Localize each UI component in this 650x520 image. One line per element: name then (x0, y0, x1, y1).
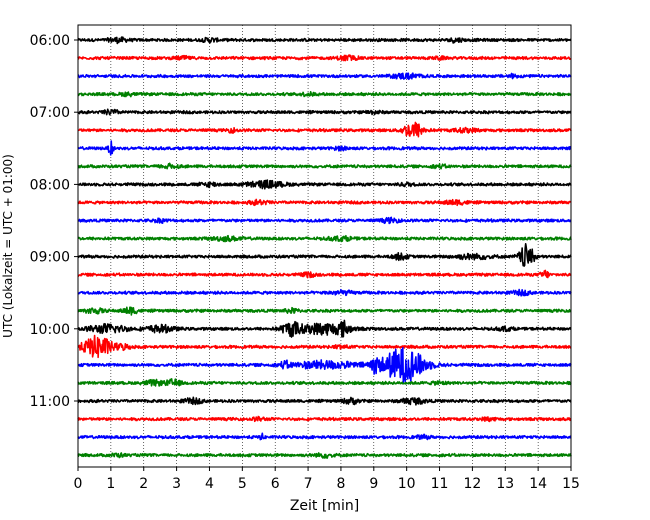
trace-11:30 (77, 432, 572, 441)
x-tick-label-11: 11 (431, 476, 449, 492)
x-tick-label-0: 0 (74, 476, 83, 492)
trace-07:00 (77, 108, 572, 116)
trace-10:45 (77, 378, 572, 387)
x-tick-label-9: 9 (369, 476, 378, 492)
trace-07:45 (77, 162, 572, 170)
x-tick-label-13: 13 (496, 476, 514, 492)
trace-06:00 (77, 36, 572, 45)
x-axis-label: Zeit [min] (290, 498, 359, 514)
trace-09:30 (77, 288, 572, 297)
x-tick-label-4: 4 (205, 476, 214, 492)
x-axis-ticks: 0 1 2 3 4 5 6 7 8 9 10 11 12 13 14 15 (74, 467, 580, 492)
trace-06:30 (77, 72, 572, 81)
x-tick-label-14: 14 (529, 476, 547, 492)
trace-06:45 (77, 91, 572, 98)
seismic-traces (77, 36, 572, 459)
x-tick-label-15: 15 (562, 476, 580, 492)
trace-07:15 (77, 121, 572, 138)
trace-08:45 (77, 234, 572, 243)
y-tick-label-08:00: 08:00 (30, 177, 70, 193)
x-tick-label-2: 2 (139, 476, 148, 492)
trace-11:45 (77, 452, 572, 459)
trace-08:30 (77, 216, 572, 225)
plot-frame (77, 24, 572, 468)
x-tick-label-5: 5 (238, 476, 247, 492)
trace-07:30 (77, 140, 572, 156)
y-tick-label-09:00: 09:00 (30, 250, 70, 266)
trace-09:45 (77, 306, 572, 316)
trace-11:00 (77, 396, 572, 406)
y-axis-ticks: 06:00 07:00 08:00 09:00 10:00 11:00 (30, 33, 78, 410)
y-tick-label-07:00: 07:00 (30, 105, 70, 121)
y-tick-label-06:00: 06:00 (30, 33, 70, 49)
trace-11:15 (77, 415, 572, 423)
x-tick-label-10: 10 (398, 476, 416, 492)
trace-10:30 (77, 346, 572, 384)
x-tick-label-6: 6 (271, 476, 280, 492)
trace-08:15 (77, 198, 572, 207)
trace-10:00 (77, 319, 572, 338)
trace-10:15 (77, 334, 572, 359)
x-tick-label-7: 7 (304, 476, 313, 492)
trace-06:15 (77, 54, 572, 62)
trace-09:15 (77, 269, 572, 279)
x-tick-label-3: 3 (172, 476, 181, 492)
trace-08:00 (77, 179, 572, 190)
x-tick-label-12: 12 (463, 476, 481, 492)
x-tick-label-1: 1 (106, 476, 115, 492)
x-tick-label-8: 8 (336, 476, 345, 492)
y-tick-label-10:00: 10:00 (30, 322, 70, 338)
trace-09:00 (77, 242, 572, 267)
y-axis-label: UTC (Lokalzeit = UTC + 01:00) (1, 154, 15, 338)
y-tick-label-11:00: 11:00 (30, 394, 70, 410)
